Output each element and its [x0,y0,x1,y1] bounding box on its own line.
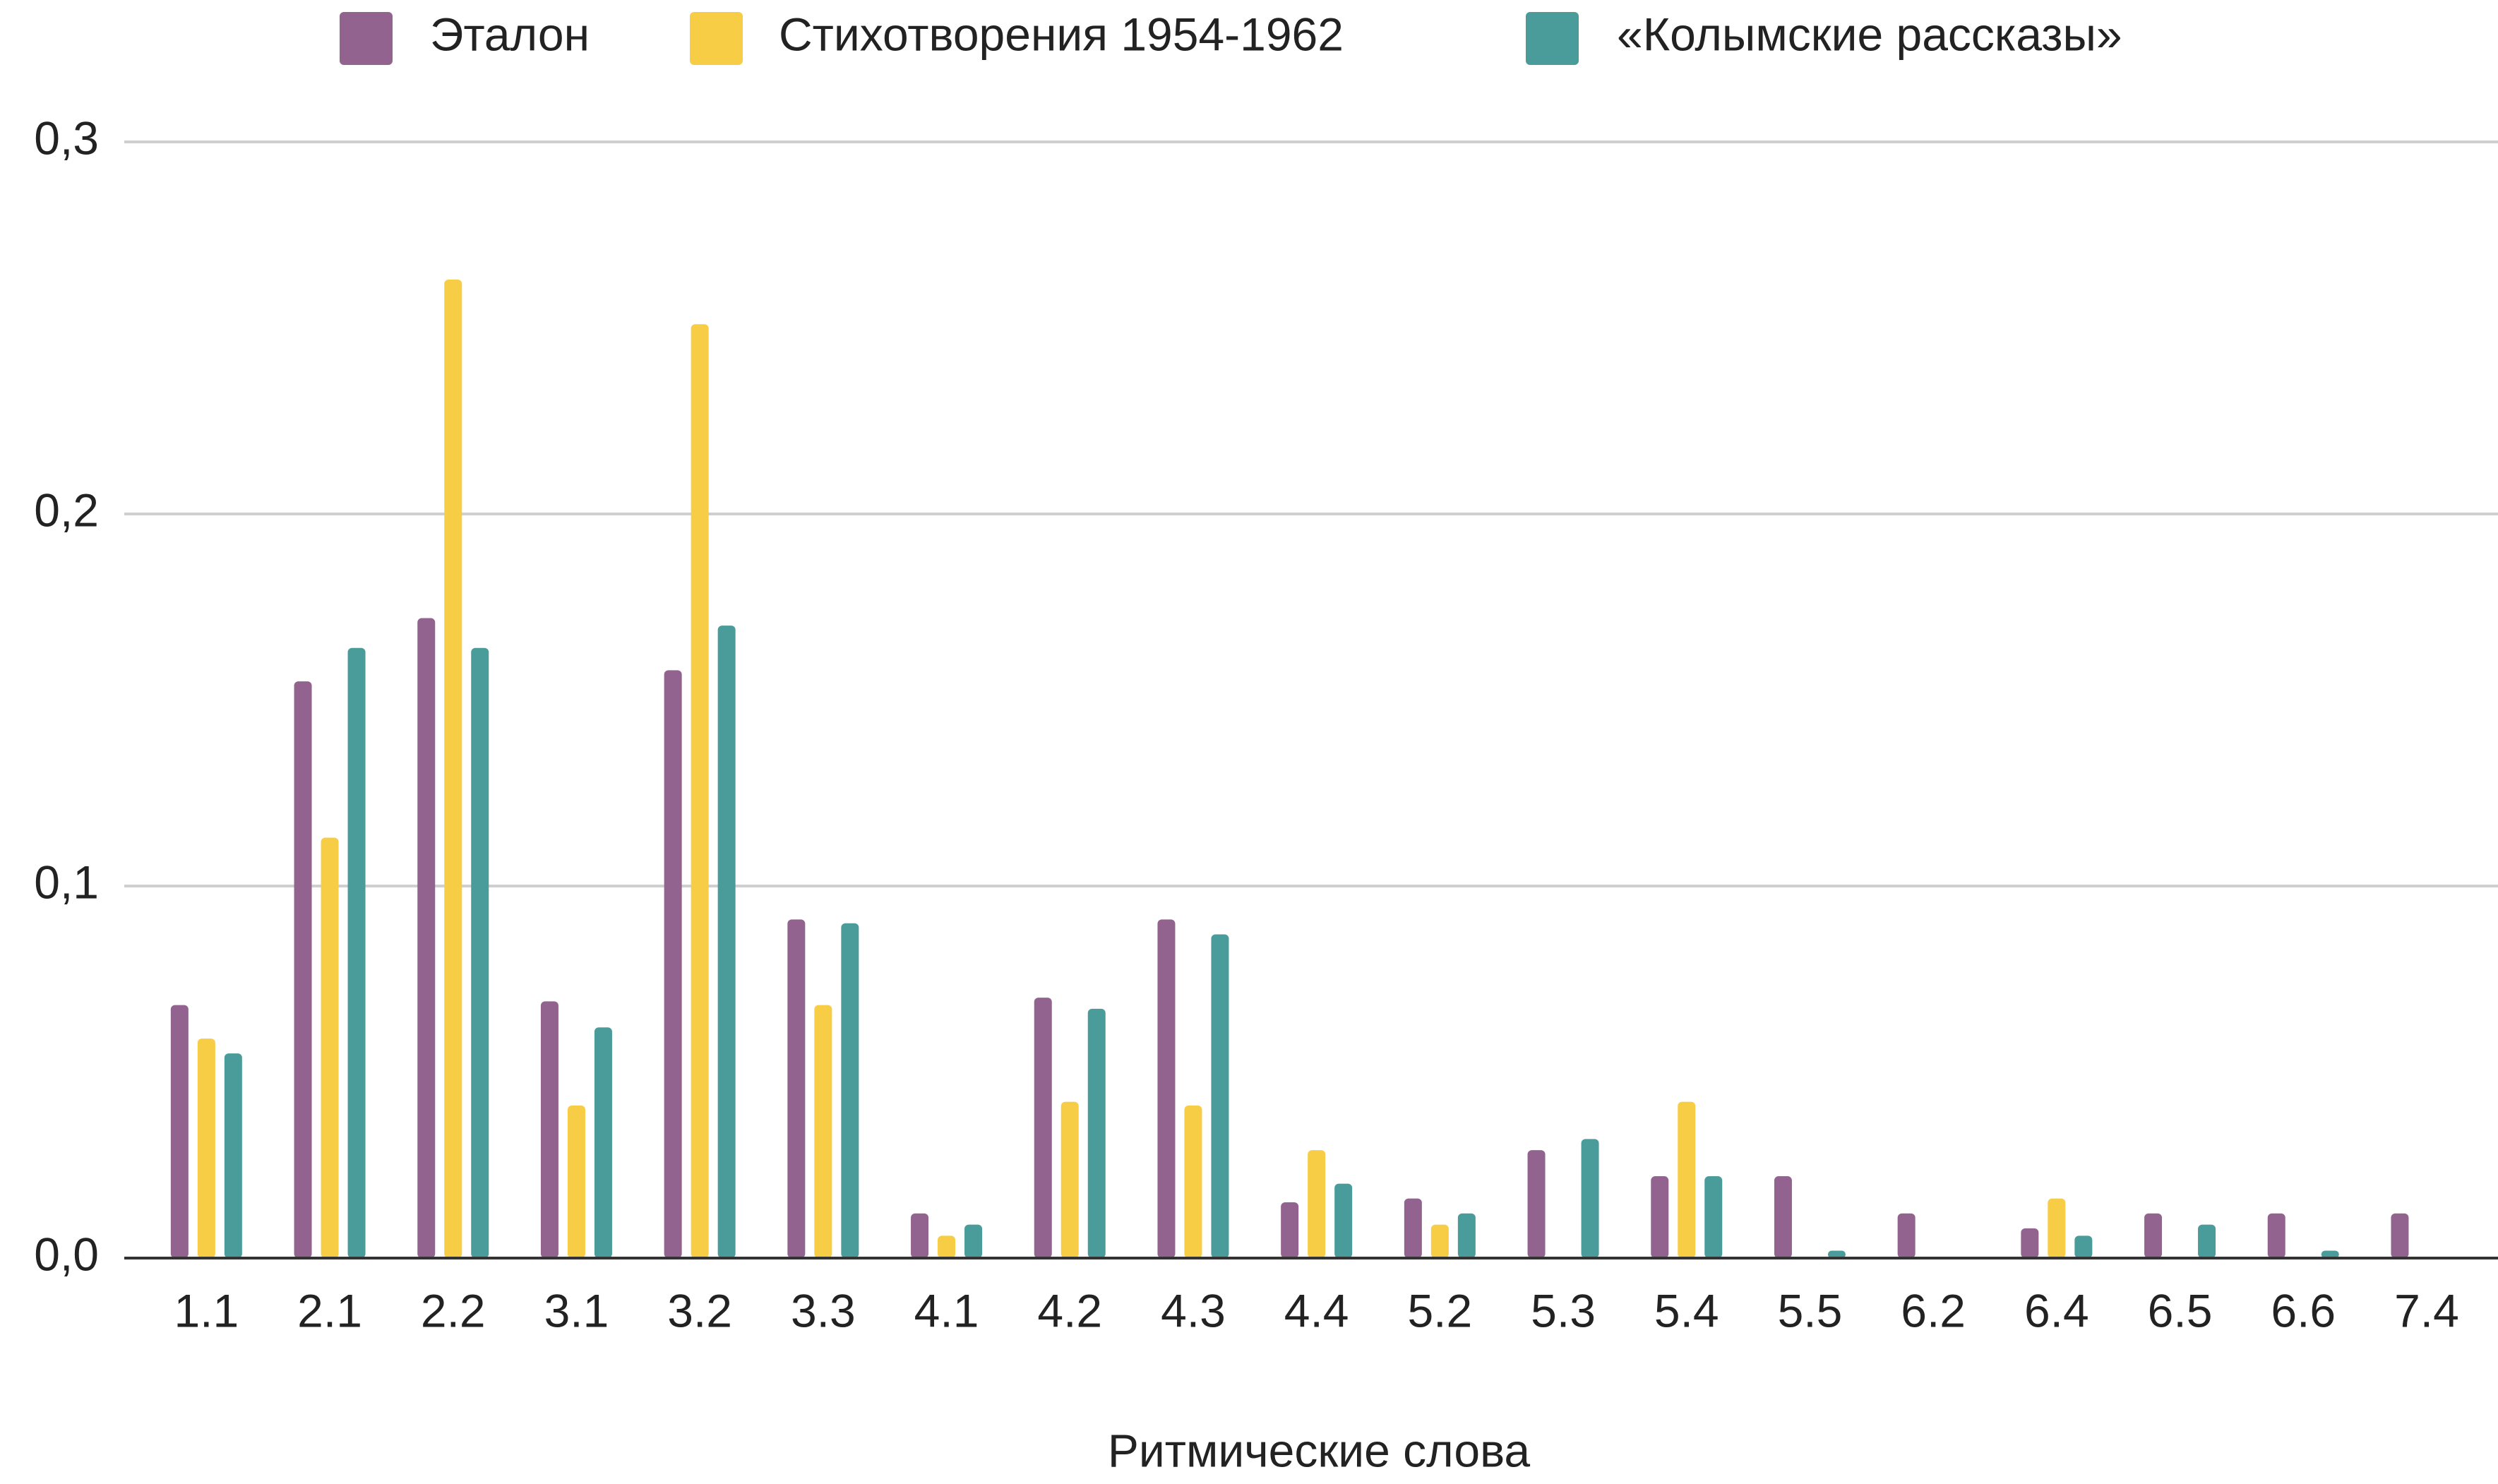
bar [1527,1150,1546,1258]
x-tick-label: 5.4 [1654,1284,1719,1336]
x-axis-title: Ритмические слова [1108,1424,1531,1476]
bar [567,1105,585,1258]
bar [2198,1224,2216,1258]
bar [540,1001,558,1258]
y-tick-label: 0,3 [34,112,99,164]
bar [2074,1235,2093,1258]
bar [938,1235,956,1258]
x-tick-label: 4.2 [1037,1284,1102,1336]
legend-swatch [340,12,393,65]
x-tick-label: 4.4 [1284,1284,1349,1336]
bar [1308,1150,1326,1258]
x-tick-label: 4.1 [914,1284,979,1336]
bar [444,279,462,1258]
bar [841,923,859,1258]
legend-label: Эталон [430,8,590,60]
bar [1404,1198,1422,1258]
bar [1211,934,1229,1258]
bar [321,837,339,1258]
bar [2144,1213,2163,1258]
bar [664,670,682,1258]
y-tick-label: 0,0 [34,1228,99,1280]
bar [471,647,489,1258]
bar [2267,1213,2285,1258]
bar [911,1213,929,1258]
bar [1060,1101,1079,1258]
x-tick-label: 5.3 [1531,1284,1596,1336]
x-tick-label: 2.2 [421,1284,486,1336]
bar [2391,1213,2409,1258]
x-tick-label: 6.5 [2148,1284,2213,1336]
x-tick-label: 2.1 [297,1284,362,1336]
bar [347,647,366,1258]
bar [1897,1213,1916,1258]
bar [594,1027,612,1258]
legend-swatch [690,12,743,65]
bar [1157,919,1176,1258]
bar [2048,1198,2066,1258]
bar [1281,1202,1299,1258]
x-tick-label: 6.2 [1901,1284,1966,1336]
bar [691,324,709,1259]
bar [294,681,312,1258]
x-tick-label: 1.1 [174,1284,239,1336]
legend-label: Стихотворения 1954-1962 [779,8,1344,60]
bar [2321,1250,2339,1258]
x-tick-label: 3.2 [667,1284,732,1336]
bar [197,1039,215,1258]
y-tick-label: 0,2 [34,484,99,536]
bar [1827,1250,1846,1258]
x-tick-label: 7.4 [2394,1284,2459,1336]
bar [787,919,806,1258]
bar [964,1224,983,1258]
bar [1430,1224,1449,1258]
bar [1034,998,1052,1258]
x-tick-label: 4.3 [1161,1284,1226,1336]
x-tick-label: 3.3 [791,1284,856,1336]
bar [224,1053,242,1258]
bar [1581,1139,1599,1258]
bar [814,1005,832,1258]
x-tick-label: 3.1 [544,1284,609,1336]
bar [1678,1101,1696,1258]
bar [1704,1176,1723,1258]
bar [1651,1176,1669,1258]
x-tick-label: 6.4 [2024,1284,2089,1336]
bar [1087,1008,1106,1258]
bar [717,626,736,1258]
bar [2021,1228,2039,1258]
bar [1184,1105,1202,1258]
y-tick-label: 0,1 [34,856,99,908]
bar [1457,1213,1476,1258]
legend-label: «Колымские рассказы» [1617,8,2122,60]
x-tick-label: 6.6 [2271,1284,2336,1336]
bar [417,618,436,1258]
x-tick-label: 5.2 [1407,1284,1472,1336]
legend-swatch [1526,12,1579,65]
bar [170,1005,189,1258]
bar [1334,1183,1353,1258]
bar [1774,1176,1792,1258]
x-tick-label: 5.5 [1778,1284,1843,1336]
